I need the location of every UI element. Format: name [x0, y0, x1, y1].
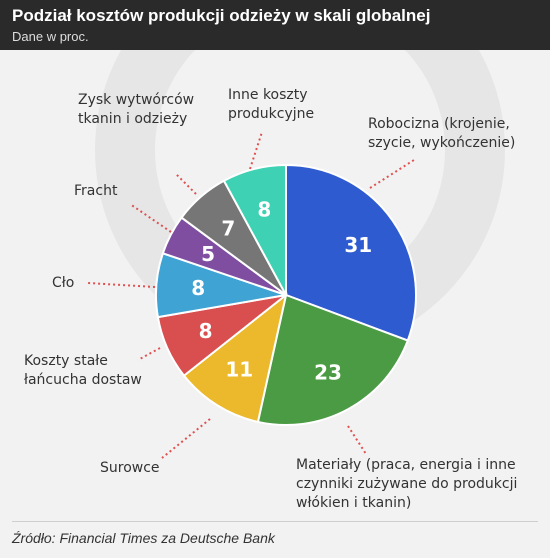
- label-line: tkanin i odzieży: [78, 111, 188, 127]
- slice-value-koszty: 8: [199, 319, 213, 343]
- slice-value-inne: 8: [257, 198, 271, 222]
- label-line: Cło: [52, 275, 75, 291]
- label-inne: Inne koszty produkcyjne: [228, 86, 314, 124]
- pie-slice-surowce: [182, 292, 288, 424]
- label-materialy: Materiały (praca, energia i inne czynnik…: [296, 456, 517, 513]
- label-zysk: Zysk wytwórców tkanin i odzieży: [78, 91, 194, 129]
- chart-subtitle: Dane w proc.: [12, 29, 89, 44]
- leader-line-robocizna: [369, 159, 415, 189]
- footer-divider: [12, 521, 538, 522]
- label-line: Surowce: [100, 460, 160, 476]
- slice-value-materialy: 23: [314, 360, 342, 384]
- slice-value-fracht: 5: [201, 242, 215, 266]
- slice-value-surowce: 11: [225, 358, 253, 382]
- header-bar: Podział kosztów produkcji odzieży w skal…: [0, 0, 550, 50]
- leader-line-materialy: [347, 425, 367, 455]
- label-line: szycie, wykończenie): [368, 135, 516, 151]
- label-clo: Cło: [52, 274, 74, 293]
- label-line: Fracht: [74, 183, 118, 199]
- label-line: łańcucha dostaw: [24, 372, 142, 388]
- label-line: Inne koszty: [228, 87, 308, 103]
- slice-value-zysk: 7: [221, 217, 235, 241]
- label-line: produkcyjne: [228, 106, 315, 122]
- label-fracht: Fracht: [74, 182, 117, 201]
- chart-title: Podział kosztów produkcji odzieży w skal…: [12, 6, 431, 25]
- label-line: Robocizna (krojenie,: [368, 116, 510, 132]
- slice-value-robocizna: 31: [344, 233, 372, 257]
- label-line: włókien i tkanin): [296, 495, 412, 511]
- leader-line-fracht: [129, 203, 172, 233]
- label-line: Materiały (praca, energia i inne: [296, 457, 516, 473]
- pie-slice-inne: [222, 163, 287, 296]
- slice-value-clo: 8: [191, 276, 205, 300]
- leader-line-zysk: [175, 173, 197, 195]
- label-koszty: Koszty stałe łańcucha dostaw: [24, 352, 142, 390]
- pie-slice-materialy: [256, 293, 410, 426]
- label-line: Zysk wytwórców: [78, 92, 195, 108]
- leader-line-koszty: [137, 347, 161, 361]
- leader-line-clo: [87, 282, 156, 288]
- label-surowce: Surowce: [100, 459, 160, 478]
- label-line: czynniki zużywane do produkcji: [296, 476, 518, 492]
- label-line: Koszty stałe: [24, 353, 108, 369]
- label-robocizna: Robocizna (krojenie, szycie, wykończenie…: [368, 115, 515, 153]
- source-note: Źródło: Financial Times za Deutsche Bank: [12, 530, 275, 546]
- pie-slice-robocizna: [285, 163, 417, 342]
- leader-line-surowce: [161, 418, 211, 459]
- leader-line-inne: [249, 131, 263, 170]
